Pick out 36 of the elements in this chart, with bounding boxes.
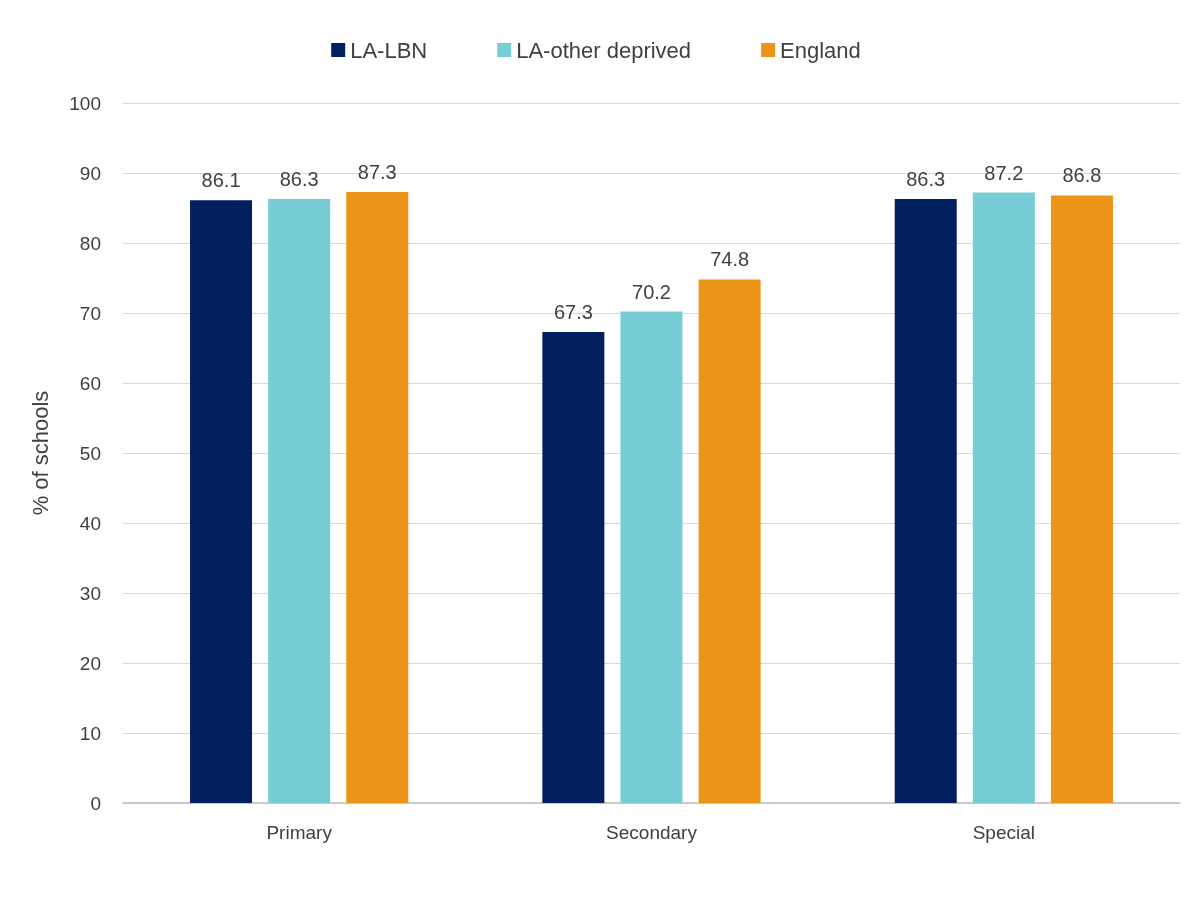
- y-tick-label: 0: [90, 792, 101, 814]
- bar: [346, 191, 409, 803]
- data-label: 67.3: [553, 300, 593, 323]
- bar: [1050, 195, 1113, 803]
- legend-label: England: [780, 37, 861, 63]
- y-tick-label: 30: [79, 582, 101, 604]
- data-label: 74.8: [710, 248, 750, 271]
- bar: [268, 198, 331, 803]
- bar: [698, 279, 761, 803]
- y-tick-label: 20: [79, 652, 101, 674]
- x-tick-label: Secondary: [606, 822, 698, 843]
- y-axis-title: % of schools: [27, 390, 53, 516]
- y-tick-label: 80: [79, 232, 101, 254]
- bar: [620, 311, 683, 803]
- x-tick-label: Special: [972, 822, 1035, 843]
- y-tick-label: 90: [79, 162, 101, 184]
- data-label: 87.2: [984, 161, 1024, 184]
- bar: [190, 200, 253, 803]
- data-label: 86.1: [201, 169, 241, 192]
- data-label: 86.8: [1062, 164, 1102, 187]
- y-tick-label: 50: [79, 442, 101, 464]
- y-tick-label: 100: [69, 92, 101, 114]
- y-tick-label: 10: [79, 722, 101, 744]
- x-tick-label: Primary: [266, 822, 333, 843]
- data-label: 87.3: [357, 160, 397, 183]
- bar: [542, 331, 605, 803]
- legend-label: LA-LBN: [350, 37, 428, 63]
- data-label: 86.3: [279, 167, 319, 190]
- data-label: 86.3: [906, 167, 946, 190]
- y-tick-label: 70: [79, 302, 101, 324]
- y-tick-label: 40: [79, 512, 101, 534]
- legend-label: LA-other deprived: [516, 37, 692, 63]
- bar: [894, 198, 957, 803]
- y-tick-label: 60: [79, 372, 101, 394]
- bar: [972, 192, 1035, 803]
- data-label: 70.2: [632, 280, 671, 303]
